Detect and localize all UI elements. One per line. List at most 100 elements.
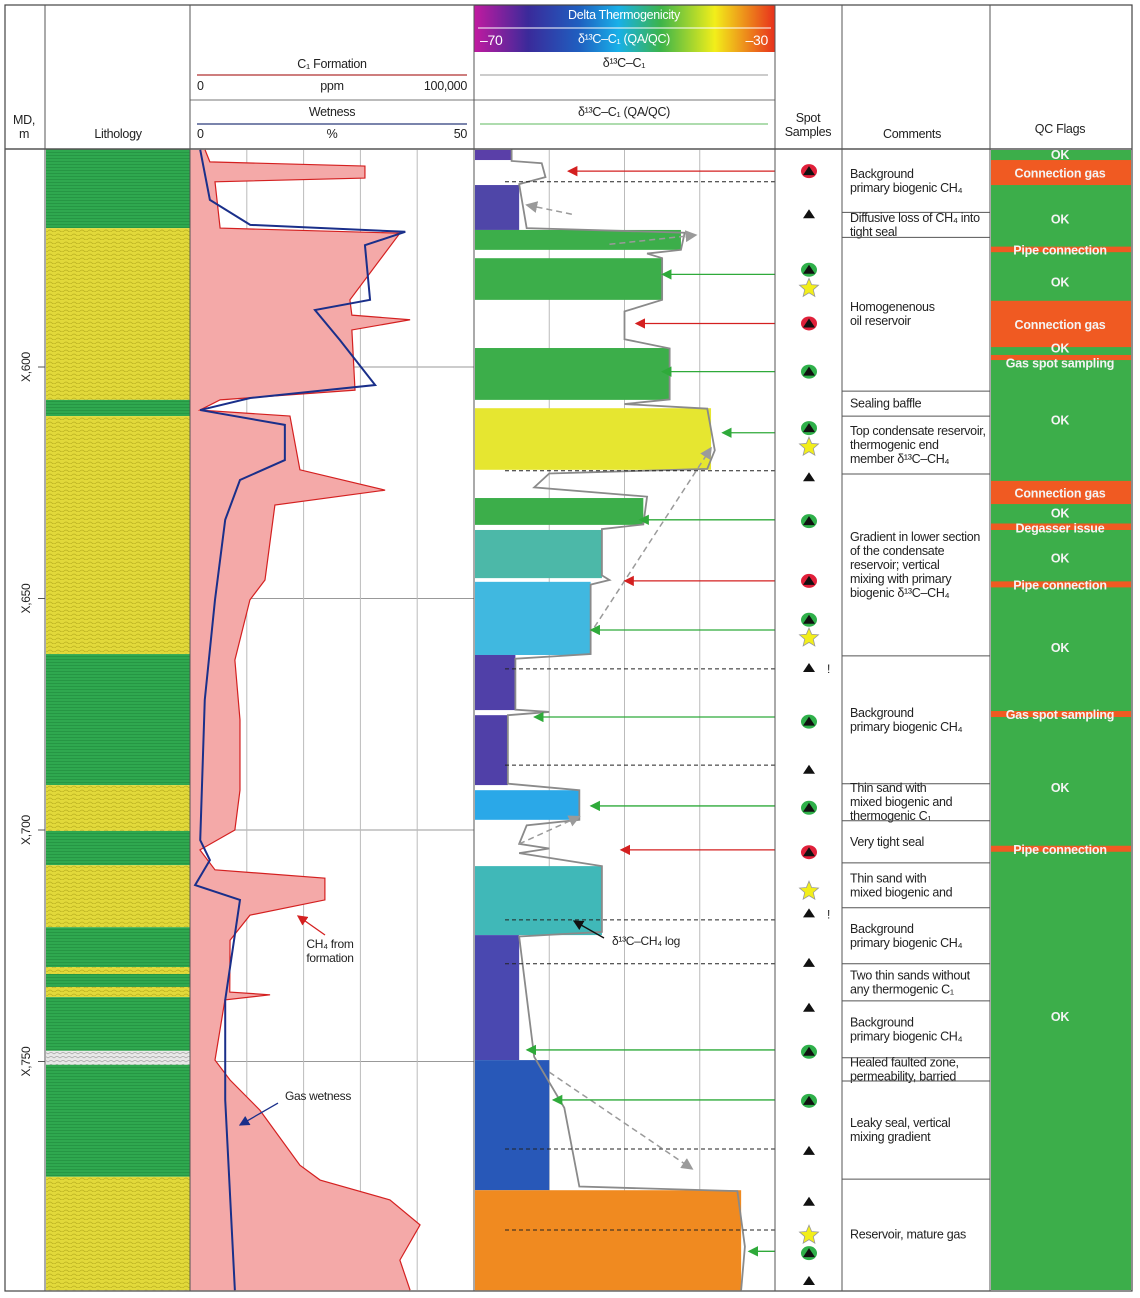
trend-arrow	[609, 230, 698, 246]
comment-text: Gradient in lower section	[850, 530, 980, 544]
qc-issue-label: Connection gas	[1015, 167, 1106, 181]
c1-formation-curve	[197, 149, 421, 1291]
triangle-icon	[803, 318, 815, 328]
comment-text: oil reservoir	[850, 314, 911, 328]
comment-text: Sealing baffle	[850, 397, 922, 411]
triangle-icon	[803, 908, 815, 918]
star-icon	[798, 277, 820, 298]
isotope-fill-interval	[475, 529, 602, 579]
depth-label: X,600	[19, 351, 33, 381]
isotope-fill-interval	[475, 715, 508, 786]
triangle-icon	[803, 472, 815, 482]
isotope-header: δ¹³C–C₁	[603, 56, 645, 70]
isotope-fill-interval	[475, 408, 712, 470]
triangle-icon	[803, 264, 815, 274]
lithology-shale	[46, 399, 190, 417]
comment-text: primary biogenic CH₄	[850, 936, 963, 950]
isotope-curve	[506, 149, 746, 1291]
isotope-fill-interval	[475, 258, 663, 300]
header: Delta Thermogenicity –70 δ¹³C–C₁ (QA/QC)…	[13, 5, 1086, 141]
lithology-shale	[46, 830, 190, 866]
comment-text: Homogenenous	[850, 300, 935, 314]
wetness-curve	[193, 149, 406, 1291]
comment-text: Very tight seal	[850, 835, 924, 849]
spot-header: Spot	[796, 111, 821, 125]
qc-ok-label: OK	[1051, 551, 1070, 565]
c1-unit: ppm	[320, 79, 343, 93]
md-label: MD,	[13, 113, 35, 127]
qc-issue-band	[991, 581, 1131, 588]
qc-issue-band	[991, 480, 1131, 505]
comment-text: Background	[850, 167, 914, 181]
isotope-fill-interval	[475, 866, 602, 936]
comment-text: Diffusive loss of CH₄ into	[850, 211, 980, 225]
triangle-icon	[803, 423, 815, 433]
triangle-icon	[803, 166, 815, 176]
lithology-shale	[46, 973, 190, 987]
qc-issue-band	[991, 160, 1131, 186]
qc-ok-label: OK	[1051, 507, 1070, 521]
lithology-fault	[46, 1050, 190, 1065]
comment-text: Background	[850, 922, 914, 936]
triangle-icon	[803, 802, 815, 812]
log-body: X,600X,650X,700X,750!!Backgroundprimary …	[19, 148, 1131, 1291]
comment-text: Background	[850, 1015, 914, 1029]
lithology-shale	[46, 149, 190, 229]
comment-text: primary biogenic CH₄	[850, 181, 963, 195]
wetness-header: Wetness	[309, 105, 355, 119]
lithology-shale	[46, 654, 190, 786]
lithology-shale	[46, 1064, 190, 1177]
comment-text: member δ¹³C–CH₄	[850, 452, 949, 466]
qc-ok-label: OK	[1051, 275, 1070, 289]
comment-text: mixed biogenic and	[850, 795, 953, 809]
comment-text: mixing gradient	[850, 1130, 931, 1144]
comment-text: reservoir; vertical	[850, 558, 939, 572]
triangle-icon	[803, 1002, 815, 1012]
delta-title: Delta Thermogenicity	[568, 8, 681, 22]
annotation-arrow	[238, 1102, 279, 1126]
triangle-icon	[803, 662, 815, 672]
grid-frame	[4, 4, 1133, 1292]
qc-issue-band	[991, 354, 1131, 361]
depth-label: X,650	[19, 583, 33, 613]
triangle-icon	[803, 957, 815, 967]
trend-arrow	[518, 815, 581, 845]
comment-text: Top condensate reservoir,	[850, 424, 986, 438]
qc-issue-label: Connection gas	[1015, 486, 1106, 500]
comment-text: of the condensate	[850, 544, 945, 558]
comment-text: any thermogenic C₁	[850, 982, 954, 996]
triangle-icon	[803, 1046, 815, 1056]
triangle-icon	[803, 575, 815, 585]
comment-text: primary biogenic CH₄	[850, 1029, 963, 1043]
comment-text: tight seal	[850, 225, 897, 239]
trend-arrow	[548, 1071, 694, 1170]
qc-ok-label: OK	[1051, 148, 1070, 162]
lithology-sand	[46, 865, 190, 928]
delta-max: –30	[746, 32, 769, 48]
star-icon	[798, 436, 820, 457]
wetness-unit: %	[327, 127, 338, 141]
comment-text: Background	[850, 706, 914, 720]
qc-issue-label: Gas spot sampling	[1006, 356, 1114, 370]
isotope-fill-interval	[475, 149, 512, 161]
qc-issue-label: Degasser issue	[1016, 522, 1105, 536]
c1-max: 100,000	[424, 79, 467, 93]
qc-ok-label: OK	[1051, 641, 1070, 655]
wetness-min: 0	[197, 127, 204, 141]
lithology-sand	[46, 986, 190, 998]
qc-issue-label: Pipe connection	[1013, 843, 1107, 857]
annotation-arrow	[572, 920, 605, 939]
comment-text: mixed biogenic and	[850, 885, 953, 899]
isotope-fill-interval	[475, 581, 591, 655]
spot-header-2: Samples	[785, 125, 832, 139]
triangle-icon	[803, 716, 815, 726]
triangle-icon	[803, 1248, 815, 1258]
qc-flags-header: QC Flags	[1035, 122, 1085, 136]
star-icon	[798, 626, 820, 647]
triangle-icon	[803, 847, 815, 857]
triangle-icon	[803, 366, 815, 376]
qc-ok-label: OK	[1051, 341, 1070, 355]
star-icon	[798, 880, 820, 901]
isotope-fill-interval	[475, 185, 520, 230]
